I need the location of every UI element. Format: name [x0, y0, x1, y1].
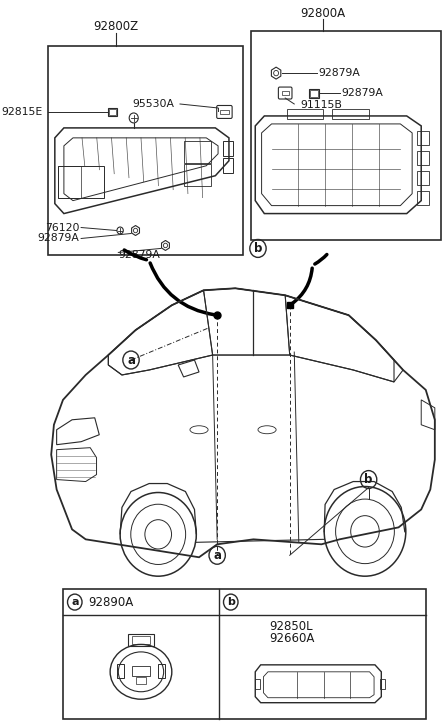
- Bar: [184, 141, 211, 163]
- Bar: [417, 190, 429, 204]
- Text: b: b: [364, 473, 373, 486]
- Text: 92800A: 92800A: [301, 7, 346, 20]
- Bar: [132, 636, 150, 644]
- Bar: [117, 664, 124, 678]
- Text: 92850L: 92850L: [270, 620, 313, 633]
- Text: 76120: 76120: [45, 222, 79, 233]
- Text: 92879A: 92879A: [118, 250, 160, 260]
- Bar: [223, 141, 233, 156]
- Bar: [108, 108, 117, 116]
- Bar: [417, 171, 429, 185]
- Bar: [109, 109, 116, 115]
- Bar: [287, 109, 323, 119]
- Bar: [58, 166, 104, 198]
- Bar: [136, 677, 146, 684]
- Bar: [158, 664, 164, 678]
- Text: 92879A: 92879A: [319, 68, 361, 78]
- Bar: [251, 31, 441, 241]
- Bar: [310, 89, 318, 97]
- Bar: [255, 679, 260, 688]
- Text: 92815E: 92815E: [2, 107, 43, 117]
- Text: 92879A: 92879A: [341, 88, 383, 98]
- Text: 92879A: 92879A: [38, 233, 79, 244]
- Bar: [58, 166, 81, 198]
- Bar: [132, 666, 150, 676]
- Text: b: b: [227, 597, 235, 607]
- Text: a: a: [71, 597, 78, 607]
- Bar: [63, 589, 426, 718]
- Text: b: b: [254, 242, 262, 255]
- Text: a: a: [213, 549, 221, 562]
- Bar: [281, 91, 289, 95]
- Text: 95530A: 95530A: [133, 99, 175, 109]
- Bar: [417, 150, 429, 165]
- Bar: [128, 634, 154, 646]
- Text: 92800Z: 92800Z: [93, 20, 138, 33]
- Bar: [417, 131, 429, 145]
- Bar: [380, 679, 385, 688]
- Bar: [184, 164, 211, 185]
- Text: 91115B: 91115B: [301, 100, 342, 110]
- Text: 92660A: 92660A: [269, 632, 314, 646]
- Text: 92890A: 92890A: [88, 595, 134, 608]
- Bar: [47, 47, 242, 255]
- Text: a: a: [127, 353, 135, 366]
- Bar: [309, 89, 319, 97]
- Bar: [332, 109, 369, 119]
- Bar: [223, 158, 233, 173]
- Bar: [220, 110, 229, 114]
